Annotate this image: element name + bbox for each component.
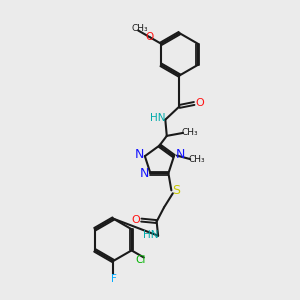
Text: N: N [139,167,148,180]
Text: N: N [176,148,185,161]
Text: CH₃: CH₃ [188,154,205,164]
Text: O: O [195,98,204,108]
Text: HN: HN [143,230,158,240]
Text: S: S [172,184,180,197]
Text: CH₃: CH₃ [181,128,198,137]
Text: O: O [146,32,154,42]
Text: HN: HN [150,113,166,123]
Text: O: O [132,214,140,224]
Text: CH₃: CH₃ [131,25,148,34]
Text: N: N [134,148,144,161]
Text: Cl: Cl [136,255,146,265]
Text: F: F [111,274,117,284]
